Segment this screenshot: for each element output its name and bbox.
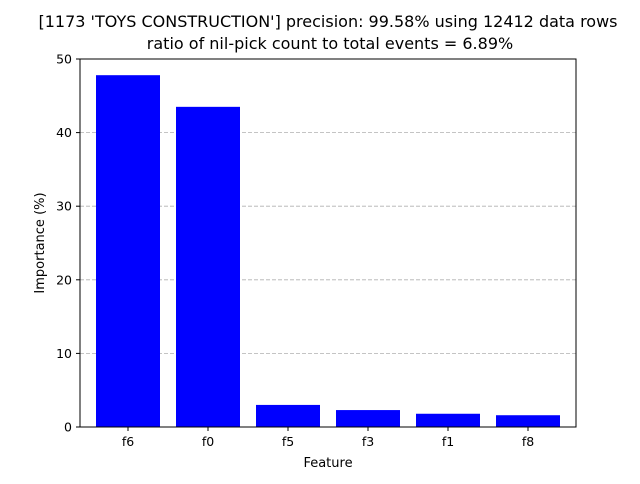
chart-subtitle: ratio of nil-pick count to total events … <box>147 34 513 53</box>
bar-f8 <box>496 415 560 427</box>
y-tick-label: 30 <box>56 199 72 214</box>
y-tick-label: 20 <box>56 272 72 287</box>
bar-f1 <box>416 413 480 427</box>
x-tick-label-f6: f6 <box>122 434 134 449</box>
y-tick-label: 50 <box>56 52 72 67</box>
bar-f5 <box>256 404 320 427</box>
x-tick-label-f1: f1 <box>442 434 454 449</box>
bar-f3 <box>336 410 400 427</box>
bar-f0 <box>176 106 240 427</box>
y-tick-label: 0 <box>64 420 72 435</box>
chart-title: [1173 'TOYS CONSTRUCTION'] precision: 99… <box>39 12 618 31</box>
x-tick-label-f8: f8 <box>522 434 534 449</box>
bar-f6 <box>96 75 160 427</box>
y-tick-label: 40 <box>56 125 72 140</box>
bars <box>96 75 560 427</box>
x-axis-ticks: f6 f0 f5 f3 f1 f8 <box>122 427 534 449</box>
plot-frame <box>79 58 577 428</box>
x-tick-label-f5: f5 <box>282 434 294 449</box>
x-tick-label-f0: f0 <box>202 434 214 449</box>
gridlines <box>80 132 576 354</box>
x-axis-label: Feature <box>303 456 352 471</box>
y-axis-label: Importance (%) <box>33 192 48 293</box>
y-tick-label: 10 <box>56 346 72 361</box>
x-tick-label-f3: f3 <box>362 434 374 449</box>
y-axis-ticks: 0 10 20 30 40 50 <box>56 52 80 435</box>
